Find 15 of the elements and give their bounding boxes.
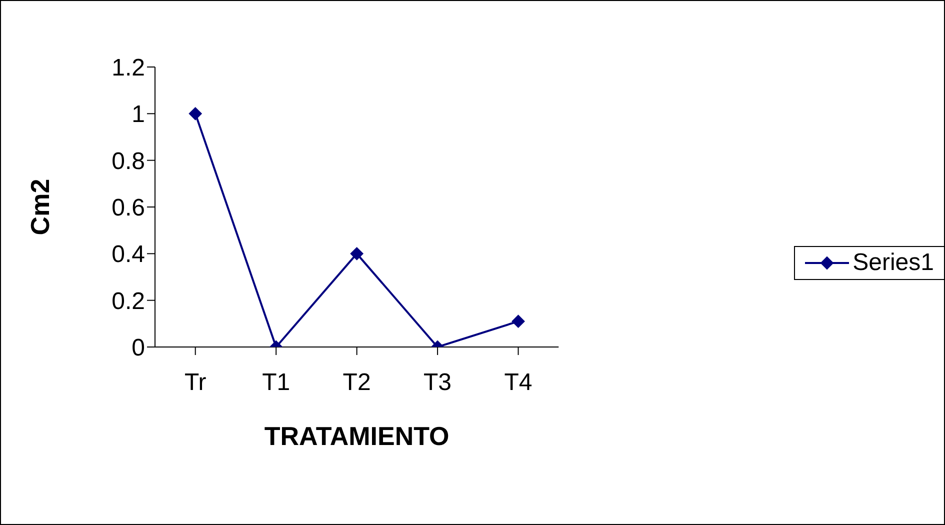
y-tick-label: 0.6 <box>112 194 145 222</box>
x-tick-label: T2 <box>342 369 371 396</box>
y-tick-label: 1.2 <box>112 54 145 82</box>
x-tick-label: Tr <box>184 369 206 396</box>
x-tick-label: T1 <box>262 369 290 396</box>
y-axis-title: Cm2 <box>25 178 56 236</box>
x-tick-label: T3 <box>424 369 452 396</box>
x-axis-title: TRATAMIENTO <box>264 421 450 451</box>
legend-label: Series1 <box>852 248 934 276</box>
y-tick-label: 0.4 <box>112 241 145 268</box>
x-tick-label: T4 <box>504 369 532 396</box>
y-tick-label: 0.2 <box>112 288 145 315</box>
y-tick-label: 0.8 <box>112 148 145 175</box>
y-tick-label: 0 <box>132 334 145 362</box>
y-tick-label: 1 <box>132 101 145 128</box>
